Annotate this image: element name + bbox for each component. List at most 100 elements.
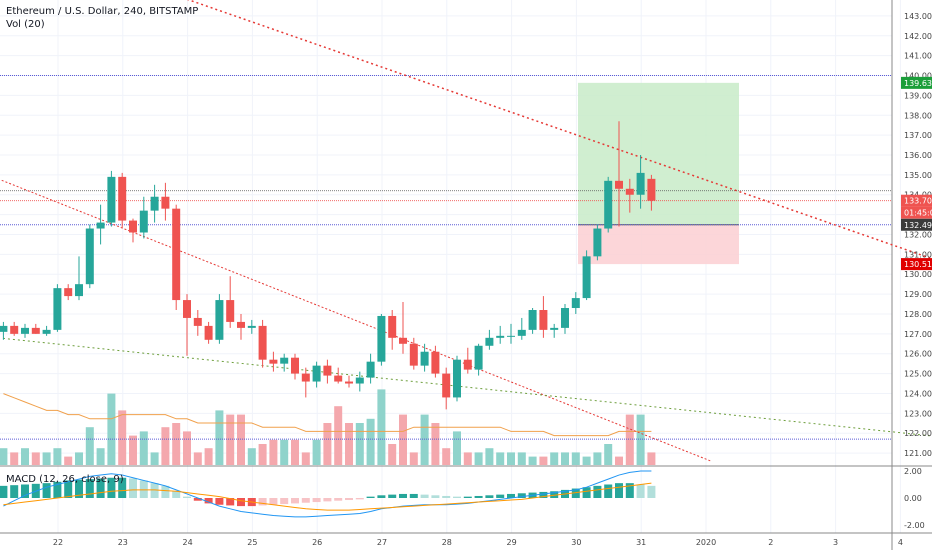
volume-bar	[269, 439, 278, 465]
volume-bar	[247, 448, 256, 465]
macd-histogram-bar	[323, 498, 332, 502]
candle-body	[10, 325, 19, 334]
candle-body	[269, 359, 278, 364]
candle-body	[604, 180, 613, 229]
macd-histogram-bar	[96, 478, 105, 498]
price-badge	[901, 206, 932, 219]
time-axis[interactable]: 22 23 24 25 26 27 28 29 30 31 2020 2 3 4	[53, 538, 903, 547]
time-tick-label: 2	[768, 538, 773, 547]
candle-body	[183, 300, 191, 318]
macd-histogram-bar	[301, 498, 310, 503]
volume-bar	[625, 414, 634, 465]
macd-histogram-bar	[485, 495, 494, 498]
macd-tick-label: 0.00	[904, 494, 922, 503]
candle-body	[388, 315, 397, 338]
candle-body	[53, 288, 62, 330]
macd-histogram-bar	[118, 477, 127, 498]
candle-body	[237, 321, 245, 328]
volume-bar	[193, 452, 202, 465]
price-tick-label: 128.00	[904, 310, 932, 319]
macd-histogram-bar	[258, 498, 267, 506]
candle-body	[215, 300, 224, 340]
volume-bar	[604, 444, 613, 465]
volume-bar	[150, 452, 159, 465]
candle-body	[485, 337, 494, 346]
chart-title: Ethereum / U.S. Dollar, 240, BITSTAMP	[6, 6, 199, 17]
candle-body	[96, 222, 105, 229]
price-axis[interactable]: 143.00 142.00 141.00 140.00 139.00 138.00 137.…	[901, 12, 932, 530]
candle-body	[399, 337, 407, 344]
macd-histogram-bar	[377, 495, 386, 498]
volume-bar	[453, 431, 461, 465]
candlesticks	[0, 121, 656, 410]
volume-bar	[528, 456, 537, 465]
candle-body	[193, 317, 202, 326]
candle-body	[453, 359, 461, 398]
price-badge-label: 132.49	[904, 221, 932, 230]
volume-bar	[334, 406, 343, 465]
candle-body	[258, 325, 267, 360]
candle-body	[561, 308, 569, 328]
volume-bar	[204, 448, 213, 465]
volume-bar	[21, 448, 29, 465]
price-tick-label: 138.00	[904, 111, 932, 120]
volume-bar	[636, 414, 645, 465]
macd-histogram-bar	[64, 480, 73, 498]
candle-body	[539, 310, 548, 330]
macd-histogram-bar	[226, 498, 235, 506]
macd-histogram-bar	[571, 488, 580, 498]
macd-histogram-bar	[139, 480, 148, 498]
macd-histogram-bar	[366, 496, 375, 498]
candle-body	[226, 300, 235, 322]
candle-body	[85, 228, 94, 285]
time-tick-label: 4	[898, 538, 903, 547]
candle-body	[507, 335, 515, 337]
macd-histogram-bar	[615, 483, 623, 498]
volume-bar	[485, 448, 494, 465]
macd-histogram-bar	[291, 498, 299, 504]
candle-body	[517, 329, 526, 336]
price-tick-label: 129.00	[904, 290, 932, 299]
candle-body	[334, 375, 343, 382]
volume-bar	[129, 435, 137, 465]
macd-histogram-bar	[85, 479, 94, 498]
price-tick-label: 122.00	[904, 429, 932, 438]
time-tick-label: 23	[118, 538, 128, 547]
time-tick-label: 27	[377, 538, 387, 547]
macd-histogram-bar	[280, 498, 289, 505]
position-zones	[578, 82, 739, 265]
price-badge-label: 01:45:08	[904, 209, 932, 218]
price-tick-label: 126.00	[904, 350, 932, 359]
macd-legend: MACD (12, 26, close, 9)	[6, 474, 124, 485]
volume-bar	[10, 452, 19, 465]
macd-histogram-bar	[463, 496, 472, 498]
candle-body	[42, 329, 51, 334]
volume-bar	[118, 410, 127, 465]
candle-body	[150, 196, 159, 211]
macd-histogram-bar	[550, 491, 559, 498]
horizontal-levels	[0, 75, 892, 440]
macd-histogram-bar	[0, 485, 8, 498]
volume-bar	[291, 439, 299, 465]
volume-bar	[0, 448, 8, 465]
candle-body	[129, 220, 137, 233]
macd-histogram-bar	[172, 491, 181, 498]
volume-bar	[31, 452, 40, 465]
volume-bar	[463, 452, 472, 465]
price-badge	[901, 218, 932, 231]
time-tick-label: 29	[507, 538, 517, 547]
volume-bar	[496, 452, 505, 465]
price-tick-label: 143.00	[904, 12, 932, 21]
macd-signal-line	[3, 482, 652, 511]
candle-body	[301, 373, 310, 382]
candle-body	[345, 381, 353, 384]
volume-bar	[539, 456, 548, 465]
volume-bar	[474, 452, 483, 465]
price-badge	[901, 258, 932, 271]
time-tick-label: 25	[247, 538, 257, 547]
volume-bar	[215, 410, 224, 465]
volume-bar	[409, 452, 418, 465]
macd-line	[3, 470, 652, 518]
